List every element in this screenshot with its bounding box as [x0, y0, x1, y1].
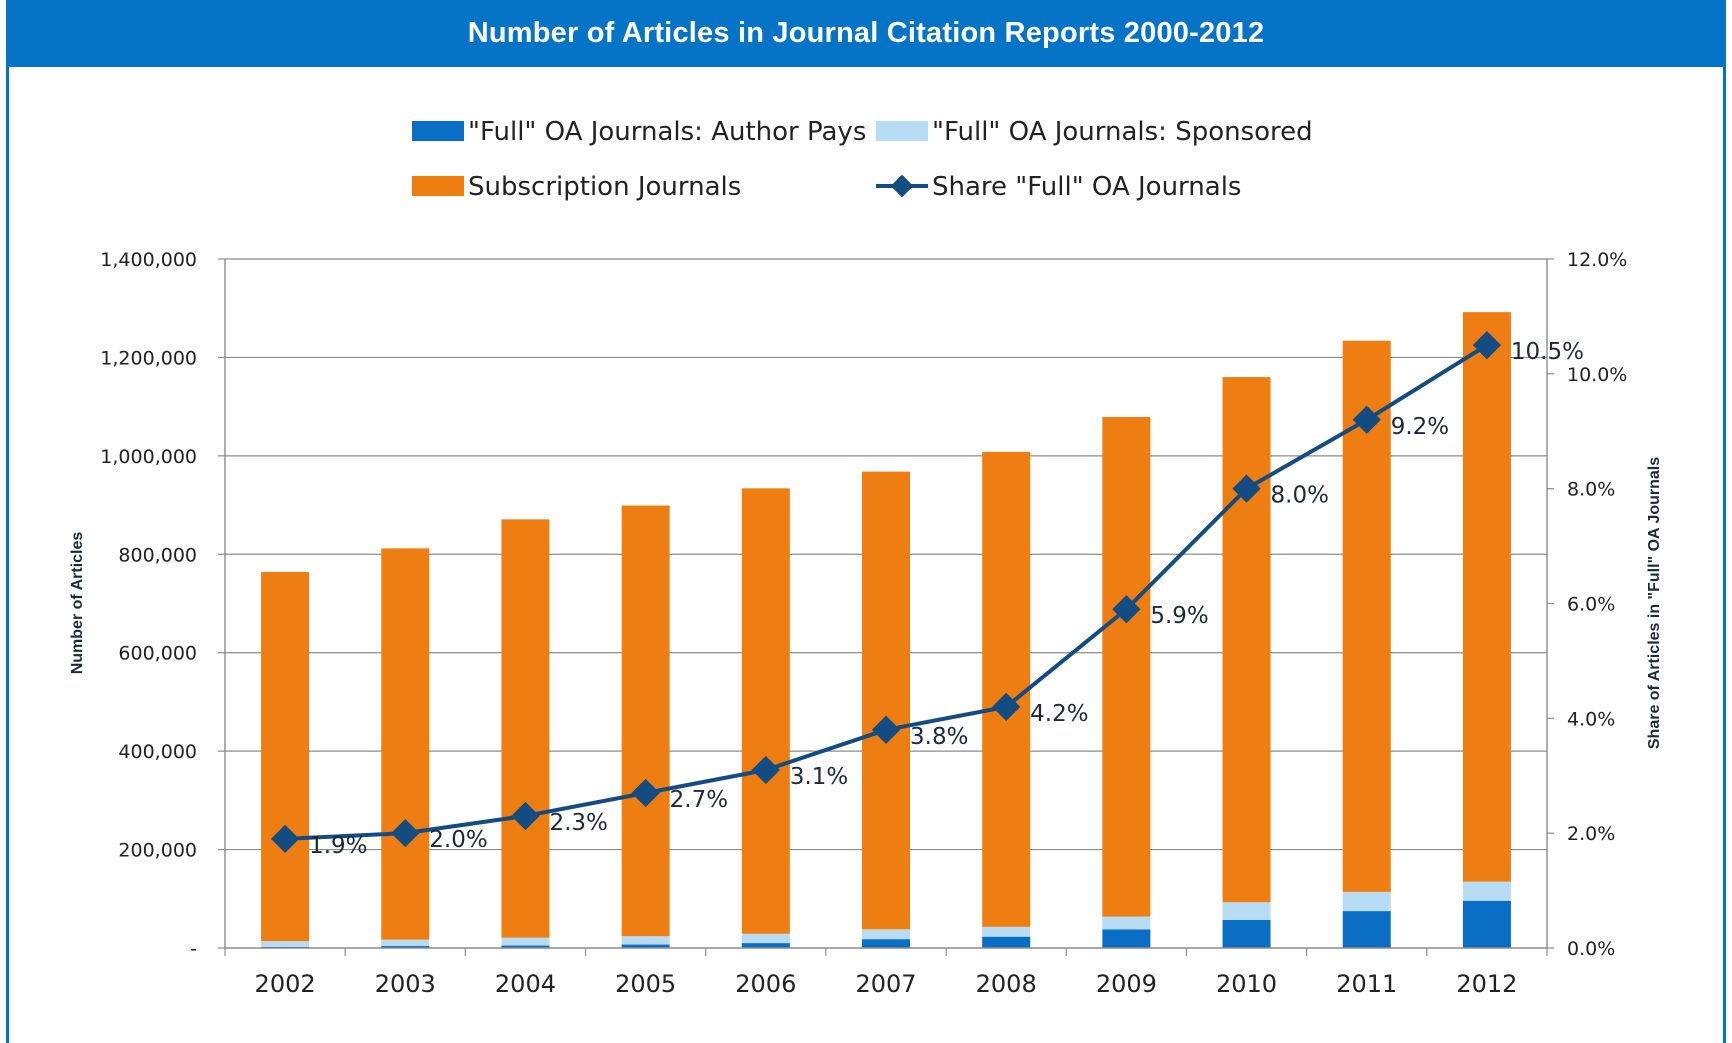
share-marker [511, 801, 540, 831]
y-tick-label: 400,000 [118, 741, 197, 763]
y-tick-label: 800,000 [118, 544, 197, 566]
legend-label-sponsored: "Full" OA Journals: Sponsored [932, 117, 1313, 147]
bar-author-pays [1462, 900, 1511, 948]
bar-sponsored [741, 933, 790, 944]
y2-tick-label: 12.0% [1567, 249, 1627, 271]
y2-axis-ticks: 0.0% 2.0% 4.0% 6.0% 8.0% 10.0% 12.0% [1547, 249, 1627, 960]
x-tick-label: 2007 [855, 970, 916, 998]
legend-label-subscription: Subscription Journals [468, 172, 741, 202]
legend-swatch-author-pays [412, 121, 464, 141]
share-marker [751, 755, 780, 785]
bar-sponsored [261, 941, 310, 948]
bar-sponsored [1222, 902, 1271, 920]
share-data-label: 8.0% [1271, 483, 1329, 509]
share-data-label: 2.7% [670, 787, 728, 813]
share-marker [992, 692, 1021, 721]
y-axis-ticks: - 200,000 400,000 600,000 800,000 1,000,000 1,… [100, 249, 225, 960]
share-data-label: 2.3% [549, 810, 607, 836]
bar-subscription [862, 471, 910, 930]
x-tick-label: 2011 [1336, 970, 1397, 998]
share-data-label: 3.1% [790, 764, 848, 790]
share-marker [871, 715, 901, 744]
x-tick-label: 2010 [1216, 970, 1277, 998]
y-tick-label: 1,400,000 [100, 249, 197, 271]
bar-sponsored [1102, 916, 1151, 930]
x-tick-label: 2003 [375, 970, 436, 998]
bar-author-pays [982, 936, 1031, 948]
bars [261, 312, 1511, 948]
share-marker [1232, 474, 1261, 503]
bar-author-pays [501, 945, 550, 948]
y-axis-label: Number of Articles [69, 532, 86, 675]
share-data-label: 1.9% [309, 833, 367, 859]
legend: "Full" OA Journals: Author Pays "Full" O… [412, 117, 1313, 202]
y-tick-label: 200,000 [118, 840, 197, 862]
bar-author-pays [381, 946, 430, 948]
y-tick-label: - [190, 938, 197, 960]
bar-sponsored [621, 936, 670, 945]
bar-subscription [381, 548, 430, 940]
share-data-label: 10.5% [1511, 339, 1584, 365]
bar-subscription [1102, 416, 1151, 917]
bar-subscription [741, 488, 790, 934]
chart-title: Number of Articles in Journal Citation R… [467, 17, 1265, 49]
y2-tick-label: 4.0% [1567, 708, 1615, 730]
y2-tick-label: 8.0% [1567, 479, 1615, 501]
x-tick-label: 2005 [615, 970, 676, 998]
share-data-label: 4.2% [1030, 701, 1088, 727]
bar-author-pays [1342, 911, 1391, 948]
bar-sponsored [1462, 881, 1511, 901]
bar-subscription [982, 451, 1031, 927]
share-data-labels: 1.9% 2.0% 2.3% 2.7% 3.1% 3.8% 4.2% 5.9% 8.0% 9.2%… [309, 339, 1584, 859]
x-tick-label: 2012 [1456, 970, 1517, 998]
x-tick-label: 2009 [1096, 970, 1157, 998]
chart-title-bar: Number of Articles in Journal Citation R… [6, 0, 1726, 67]
bar-author-pays [741, 943, 790, 948]
bar-subscription [261, 572, 310, 942]
bar-sponsored [862, 929, 910, 940]
bar-subscription [621, 505, 670, 937]
bar-sponsored [982, 926, 1031, 937]
bar-subscription [1222, 377, 1271, 903]
y2-tick-label: 10.0% [1567, 364, 1627, 386]
legend-swatch-subscription [412, 176, 464, 196]
share-marker [391, 819, 420, 848]
y2-tick-label: 2.0% [1567, 823, 1615, 845]
x-tick-label: 2002 [255, 970, 316, 998]
x-tick-label: 2008 [976, 970, 1037, 998]
share-marker [1472, 330, 1502, 360]
share-marker [1112, 595, 1141, 624]
share-line-series [270, 330, 1502, 854]
share-data-label: 2.0% [429, 827, 487, 853]
bar-sponsored [381, 939, 430, 947]
y-tick-label: 600,000 [118, 643, 197, 665]
legend-swatch-sponsored [876, 121, 928, 141]
bar-author-pays [1222, 919, 1271, 948]
bar-author-pays [862, 939, 910, 948]
y2-axis-label: Share of Articles in "Full" OA Journals [1646, 457, 1663, 749]
x-tick-label: 2006 [735, 970, 796, 998]
legend-label-share: Share "Full" OA Journals [932, 172, 1241, 202]
bar-author-pays [621, 944, 670, 948]
share-marker [631, 778, 660, 808]
share-data-label: 9.2% [1391, 414, 1449, 440]
y2-tick-label: 6.0% [1567, 594, 1615, 616]
y-tick-label: 1,200,000 [100, 347, 197, 369]
bar-author-pays [1102, 929, 1151, 948]
bar-subscription [1462, 312, 1511, 882]
y-tick-label: 1,000,000 [100, 446, 197, 468]
x-axis-ticks: 2002 2003 2004 2005 2006 2007 2008 2009 2010 2011… [224, 948, 1548, 998]
bar-sponsored [501, 937, 550, 946]
share-data-label: 3.8% [910, 724, 968, 750]
bar-sponsored [1342, 891, 1391, 912]
bar-subscription [501, 519, 550, 938]
x-tick-label: 2004 [495, 970, 556, 998]
share-marker [270, 824, 300, 854]
share-marker [1352, 405, 1381, 434]
legend-label-author-pays: "Full" OA Journals: Author Pays [468, 117, 866, 147]
legend-swatch-share-marker [890, 174, 914, 198]
share-data-label: 5.9% [1150, 603, 1208, 629]
y2-tick-label: 0.0% [1567, 938, 1615, 960]
